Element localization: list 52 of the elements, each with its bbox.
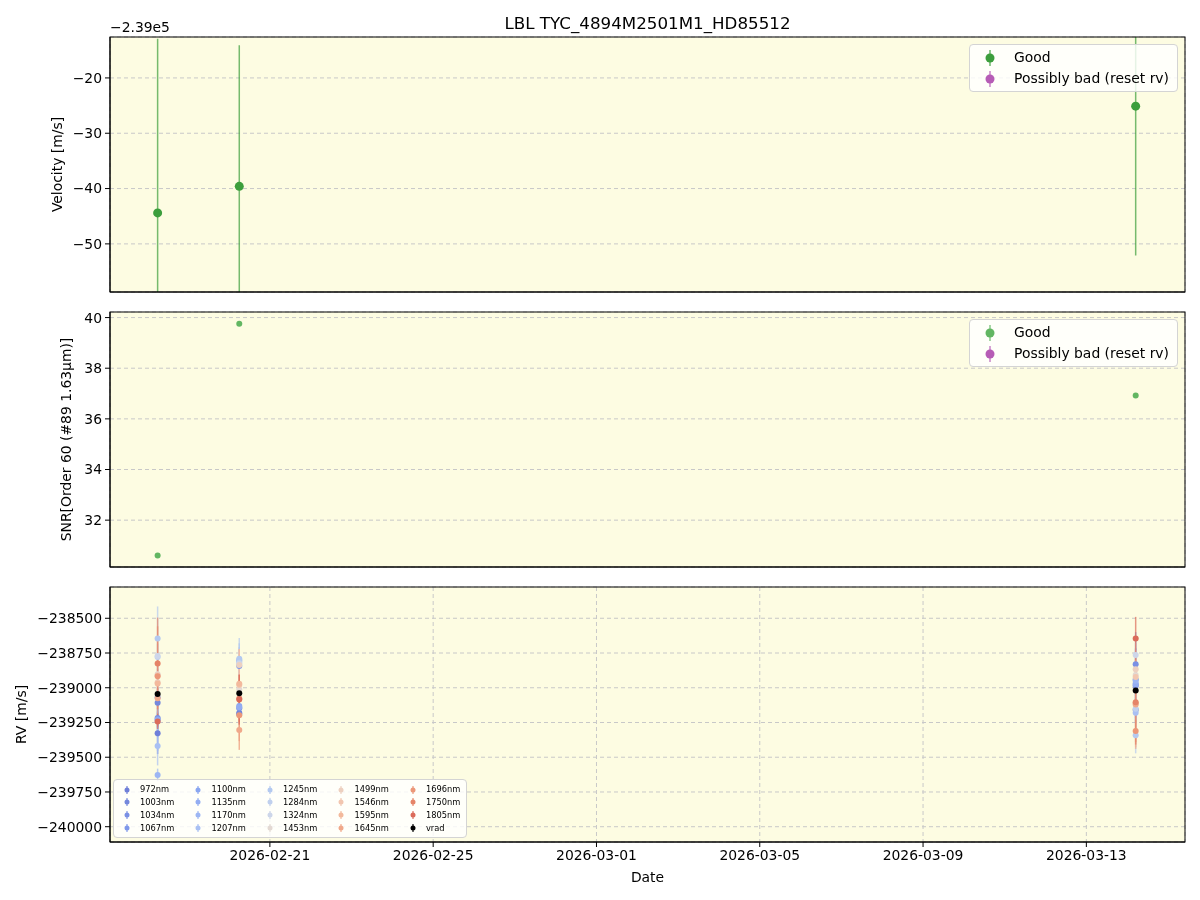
legend-label: 1645nm <box>354 822 389 833</box>
legend-label: 1135nm <box>211 797 246 808</box>
legend-label: 1546nm <box>354 797 389 808</box>
x-tick-label: 2026-03-09 <box>882 846 964 863</box>
y-tick-label: −238750 <box>37 644 102 661</box>
y-tick-label: −30 <box>72 125 102 142</box>
y-axis-title: RV [m/s] <box>13 684 29 745</box>
legend-label: 1696nm <box>425 784 461 795</box>
legend-label: 1284nm <box>282 797 318 808</box>
x-tick-label: 2026-03-13 <box>1045 846 1127 863</box>
y-axis-title: SNR[Order 60 (#89 1.63μm)] <box>58 337 74 542</box>
legend-label: 1003nm <box>140 797 175 808</box>
y-tick-label: 38 <box>84 360 102 377</box>
x-tick-label: 2026-03-05 <box>719 846 801 863</box>
legend-label: 1805nm <box>425 809 461 820</box>
legend-label: 1499nm <box>354 784 389 795</box>
y-tick-label: −239000 <box>37 679 102 696</box>
legend-label: 1207nm <box>211 822 246 833</box>
legend-label: Good <box>1014 323 1051 340</box>
y-tick-label: 36 <box>84 410 102 427</box>
legend-label: Possibly bad (reset rv) <box>1014 69 1169 86</box>
legend-label: 1067nm <box>140 822 175 833</box>
x-tick-label: 2026-03-01 <box>556 846 637 863</box>
legend-label: 1453nm <box>282 822 318 833</box>
text: −2.39e5 <box>110 19 170 35</box>
y-tick-label: 34 <box>84 461 103 478</box>
y-tick-label: −239500 <box>37 749 102 766</box>
x-axis-title: Date <box>630 869 665 885</box>
legend-label: 1100nm <box>211 784 246 795</box>
y-tick-label: 40 <box>84 309 102 326</box>
y-tick-label: 32 <box>84 512 102 529</box>
x-tick-label: 2026-02-21 <box>229 846 311 863</box>
y-tick-label: −240000 <box>37 818 102 835</box>
y-tick-label: −20 <box>72 69 102 86</box>
y-tick-label: −40 <box>72 180 102 197</box>
legend-label: 1595nm <box>354 809 389 820</box>
legend-label: Good <box>1014 48 1051 65</box>
legend-label: 1324nm <box>282 809 318 820</box>
legend-label: 1034nm <box>140 809 175 820</box>
y-tick-label: −239250 <box>37 714 102 731</box>
y-tick-label: −50 <box>72 235 102 252</box>
legend-label: vrad <box>425 822 445 833</box>
legend-label: 1245nm <box>282 784 318 795</box>
legend-label: 1170nm <box>211 809 246 820</box>
legend-label: 972nm <box>140 784 170 795</box>
y-tick-label: −238500 <box>37 610 102 627</box>
legend-label: 1750nm <box>425 797 461 808</box>
legend-label: Possibly bad (reset rv) <box>1014 344 1169 361</box>
x-tick-label: 2026-02-25 <box>392 846 474 863</box>
y-axis-title: Velocity [m/s] <box>49 116 65 213</box>
chart-title: LBL TYC_4894M2501M1_HD85512 <box>504 13 791 34</box>
y-tick-label: −239750 <box>37 783 102 800</box>
